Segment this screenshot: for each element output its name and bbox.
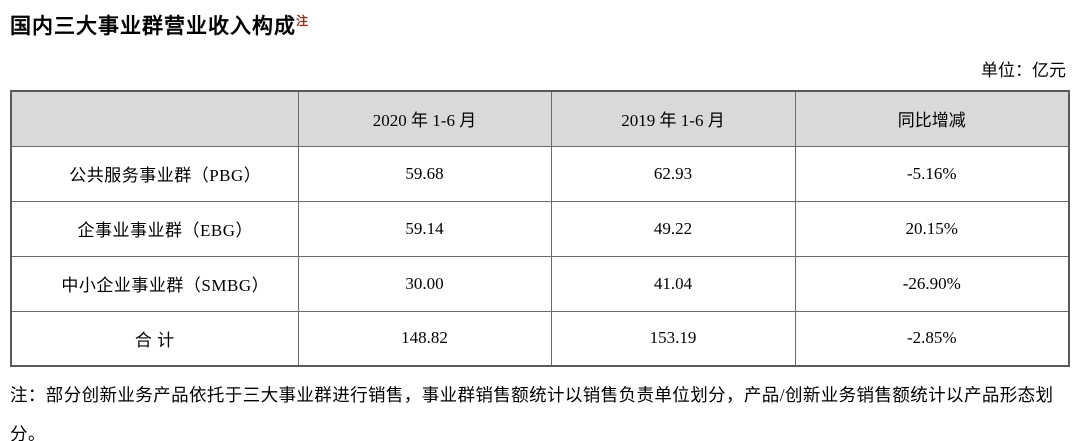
table-body: 公共服务事业群（PBG） 59.68 62.93 -5.16% 企事业事业群（E… [10, 145, 1070, 367]
header-cell-2020: 2020 年 1-6 月 [297, 90, 552, 147]
page-title: 国内三大事业群营业收入构成注 [10, 8, 1068, 40]
table-header: 2020 年 1-6 月 2019 年 1-6 月 同比增减 [10, 90, 1070, 147]
row-label-smbg: 中小企业事业群（SMBG） [10, 255, 299, 312]
row-label-ebg: 企事业事业群（EBG） [10, 200, 299, 257]
total-2019-value: 153.19 [550, 310, 796, 367]
page-title-text: 国内三大事业群营业收入构成 [10, 14, 296, 38]
unit-label: 单位：亿元 [981, 61, 1066, 80]
total-yoy-value: -2.85% [794, 310, 1070, 367]
smbg-yoy-value: -26.90% [794, 255, 1070, 312]
revenue-table: 2020 年 1-6 月 2019 年 1-6 月 同比增减 公共服务事业群（P… [10, 90, 1070, 367]
smbg-2019-value: 41.04 [550, 255, 796, 312]
ebg-2019-value: 49.22 [550, 200, 796, 257]
table-row-smbg: 中小企业事业群（SMBG） 30.00 41.04 -26.90% [10, 255, 1070, 312]
header-cell-2019: 2019 年 1-6 月 [550, 90, 796, 147]
ebg-2020-value: 59.14 [297, 200, 552, 257]
footnote: 注：部分创新业务产品依托于三大事业群进行销售，事业群销售额统计以销售负责单位划分… [10, 385, 1054, 441]
row-label-pbg: 公共服务事业群（PBG） [10, 145, 299, 202]
table-row-pbg: 公共服务事业群（PBG） 59.68 62.93 -5.16% [10, 145, 1070, 202]
total-2020-value: 148.82 [297, 310, 552, 367]
title-note-mark: 注 [296, 14, 309, 28]
smbg-2020-value: 30.00 [297, 255, 552, 312]
header-cell-yoy: 同比增减 [794, 90, 1070, 147]
table-row-total: 合 计 148.82 153.19 -2.85% [10, 310, 1070, 367]
pbg-yoy-value: -5.16% [794, 145, 1070, 202]
header-row: 2020 年 1-6 月 2019 年 1-6 月 同比增减 [10, 90, 1070, 147]
pbg-2019-value: 62.93 [550, 145, 796, 202]
table-row-ebg: 企事业事业群（EBG） 59.14 49.22 20.15% [10, 200, 1070, 257]
pbg-2020-value: 59.68 [297, 145, 552, 202]
row-label-total: 合 计 [10, 310, 299, 367]
ebg-yoy-value: 20.15% [794, 200, 1070, 257]
header-cell-blank [10, 90, 299, 147]
